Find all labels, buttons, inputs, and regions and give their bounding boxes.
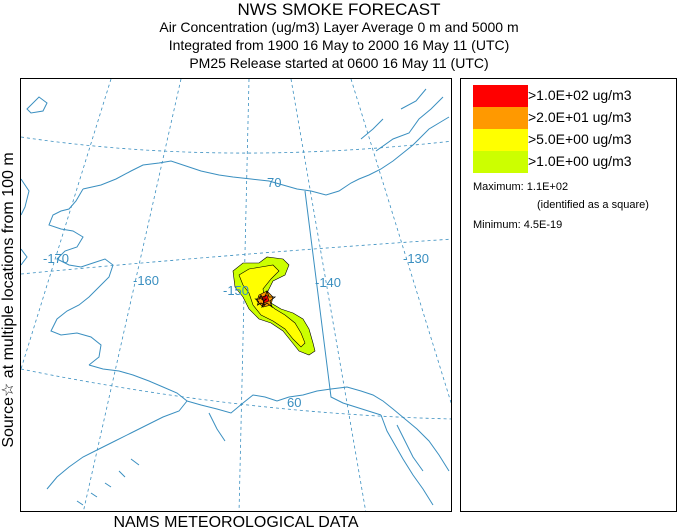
lake-shape (26, 96, 48, 114)
panhandle-islands (208, 412, 434, 506)
coastline (21, 88, 450, 506)
legend-label: >1.0E+02 ug/m3 (528, 87, 632, 103)
canada-islands (360, 88, 444, 152)
legend-swatch (473, 129, 528, 151)
lat-label: 70 (267, 175, 281, 190)
legend-swatch (473, 151, 528, 173)
lon-label: -130 (403, 251, 429, 266)
legend-item: >5.0E+00 ug/m3 (473, 129, 673, 151)
legend-panel: >1.0E+02 ug/m3 >2.0E+01 ug/m3 >5.0E+00 u… (460, 78, 677, 512)
maximum-value: Maximum: 1.1E+02 (473, 181, 569, 193)
smoke-map: -170 -160 -150 -140 -130 70 60 (20, 78, 452, 512)
source-star-icon (254, 293, 268, 306)
lon-label: -150 (223, 283, 249, 298)
source-label-text: Source☆ at multiple locations from 100 m (0, 152, 17, 448)
border-line (304, 190, 382, 416)
concentration-subtitle: Air Concentration (ug/m3) Layer Average … (159, 19, 519, 35)
minimum-value: Minimum: 4.5E-19 (473, 219, 563, 231)
lat-line-70 (21, 136, 451, 154)
integration-period: Integrated from 1900 16 May to 2000 16 M… (168, 37, 510, 53)
release-info: PM25 Release started at 0600 16 May 11 (… (189, 55, 489, 71)
lon-line-140 (290, 79, 367, 511)
source-star-icon (257, 289, 277, 309)
gulf-coast (186, 386, 450, 472)
data-source-footer: NAMS METEOROLOGICAL DATA (113, 514, 359, 531)
legend-label: >1.0E+00 ug/m3 (528, 153, 632, 169)
plume-level-2 (238, 264, 306, 348)
lat-line-60 (21, 368, 451, 420)
graticule (21, 79, 451, 511)
lon-label: -140 (315, 275, 341, 290)
legend-item: >1.0E+02 ug/m3 (473, 85, 673, 107)
graticule-labels: -170 -160 -150 -140 -130 70 60 (43, 175, 429, 410)
lat-label: 60 (287, 395, 301, 410)
map-canvas: -170 -160 -150 -140 -130 70 60 (21, 79, 451, 511)
lat-line-65 (21, 238, 451, 275)
legend-label: >5.0E+00 ug/m3 (528, 131, 632, 147)
lon-label: -170 (43, 251, 69, 266)
legend-label: >2.0E+01 ug/m3 (528, 109, 632, 125)
lon-line-170 (21, 79, 112, 370)
legend-swatch (473, 85, 528, 107)
legend-item: >2.0E+01 ug/m3 (473, 107, 673, 129)
west-coast (48, 188, 114, 366)
smoke-plume (232, 256, 316, 356)
maximum-note: (identified as a square) (537, 199, 649, 211)
source-markers (254, 289, 277, 309)
lon-label: -160 (133, 273, 159, 288)
aleutians (76, 458, 140, 506)
lon-line-160 (83, 79, 182, 511)
lon-line-130 (350, 79, 451, 404)
yukon-coast (310, 116, 450, 196)
forecast-title: NWS SMOKE FORECAST (237, 0, 441, 19)
bering-coast (46, 364, 188, 490)
legend-swatch (473, 107, 528, 129)
legend-item: >1.0E+00 ug/m3 (473, 151, 673, 173)
arctic-coast (82, 160, 312, 192)
siberia-coast (21, 178, 30, 266)
